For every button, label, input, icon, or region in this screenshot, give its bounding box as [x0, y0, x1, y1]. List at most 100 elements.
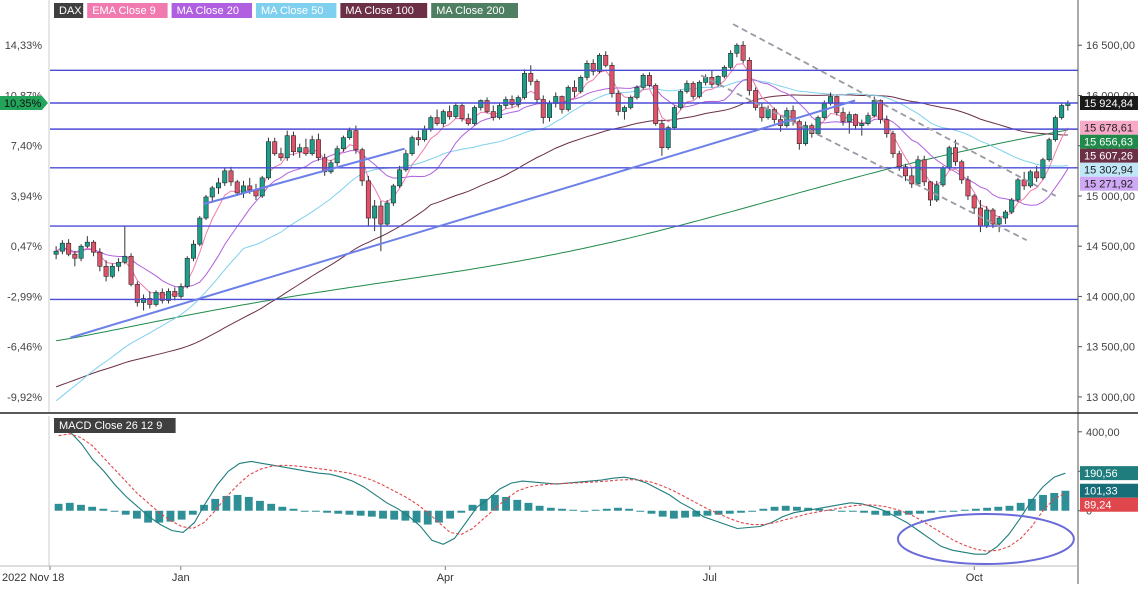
price-tag-label: 15 924,84: [1084, 98, 1133, 110]
percent-tick-label: -9,92%: [7, 392, 42, 404]
candle-up: [996, 217, 1002, 225]
macd-histogram-bar: [334, 510, 343, 514]
candle-down: [447, 111, 453, 117]
time-tick-label: Apr: [437, 572, 454, 584]
candle-up: [859, 123, 865, 126]
macd-histogram-bar: [658, 510, 667, 517]
macd-histogram-bar: [367, 510, 376, 517]
macd-histogram-bar: [289, 508, 298, 511]
candle-up: [515, 97, 521, 105]
candle-down: [921, 159, 927, 183]
percent-tick-label: 0,47%: [11, 241, 42, 253]
candle-up: [803, 125, 809, 144]
macd-histogram-bar: [412, 510, 421, 523]
drawn-lines-layer: [50, 23, 1078, 339]
macd-histogram-bar: [423, 510, 432, 525]
candle-down: [603, 54, 609, 66]
candle-up: [634, 87, 640, 98]
candle-up: [122, 255, 128, 263]
price-tick-label: 13 000,00: [1086, 392, 1135, 404]
candle-up: [397, 169, 403, 187]
candle-up: [1009, 199, 1015, 213]
candle-up: [422, 129, 428, 140]
candle-down: [740, 44, 746, 61]
candle-down: [609, 65, 615, 94]
macd-histogram-bar: [546, 507, 555, 511]
macd-histogram-bar: [65, 502, 74, 511]
candle-up: [216, 182, 221, 189]
macd-histogram-bar: [300, 510, 309, 512]
macd-histogram-bar: [580, 510, 589, 512]
macd-histogram-bar: [311, 510, 320, 512]
candle-up: [715, 76, 721, 85]
candle-down: [884, 119, 890, 134]
candle-up: [191, 243, 197, 259]
macd-histogram-bar: [188, 510, 197, 515]
legend-layer[interactable]: DAX EMA Close 9 MA Close 20 MA Close 50 MA C…: [54, 3, 518, 433]
macd-histogram-bar: [960, 509, 969, 511]
candle-up: [472, 107, 478, 124]
candle-down: [796, 121, 802, 144]
candle-up: [915, 159, 921, 185]
legend-label: EMA Close 9: [92, 5, 156, 17]
candle-down: [965, 179, 971, 197]
candle-down: [853, 114, 859, 126]
macd-histogram-bar: [871, 510, 880, 515]
legend-item[interactable]: MA Close 200: [431, 3, 518, 18]
candle-up: [84, 241, 90, 247]
macd-histogram-bar: [893, 510, 902, 516]
candle-up: [934, 184, 940, 201]
price-tick-label: 16 500,00: [1086, 40, 1135, 52]
legend-item[interactable]: MA Close 100: [340, 3, 428, 18]
macd-price-tag-label: 101,33: [1084, 486, 1118, 498]
candle-up: [334, 148, 340, 164]
macd-histogram-bar: [356, 510, 365, 516]
macd-histogram-bar: [1061, 490, 1070, 511]
macd-histogram-bar: [748, 510, 757, 512]
macd-legend-item[interactable]: MACD Close 26 12 9: [54, 418, 176, 433]
legend-item[interactable]: DAX: [54, 3, 84, 18]
candle-up: [621, 107, 627, 112]
percent-tick-label: -2,99%: [7, 291, 42, 303]
percent-tick-label: -6,46%: [7, 342, 42, 354]
candle-down: [540, 99, 546, 118]
candle-down: [484, 100, 490, 112]
macd-histogram-bar: [1039, 494, 1047, 511]
candle-down: [590, 63, 596, 72]
macd-price-tag-label: 89,24: [1084, 500, 1112, 512]
legend-item[interactable]: MA Close 20: [171, 3, 252, 18]
percent-tick-label: 7,40%: [11, 141, 42, 153]
percent-tick-label: 14,33%: [5, 40, 43, 52]
macd-tick-label: 400,00: [1086, 427, 1120, 439]
legend-item[interactable]: EMA Close 9: [87, 3, 168, 18]
macd-histogram-bar: [770, 506, 779, 511]
price-tag: [1080, 96, 1138, 110]
candle-up: [78, 245, 84, 259]
candle-up: [696, 82, 702, 97]
legend-item[interactable]: MA Close 50: [256, 3, 337, 18]
candle-down: [459, 105, 465, 119]
macd-histogram-bar: [725, 510, 734, 514]
candle-up: [409, 137, 415, 155]
macd-ellipse-annotation: [896, 513, 1075, 565]
macd-histogram-bar: [99, 508, 108, 511]
candle-up: [522, 73, 528, 98]
macd-histogram-bar: [1005, 505, 1014, 511]
price-tag: [1080, 162, 1138, 177]
macd-histogram-bar: [625, 508, 634, 511]
macd-histogram-bar: [524, 502, 533, 511]
macd-layer: [54, 429, 1075, 565]
candle-up: [403, 153, 409, 171]
candle-down: [434, 117, 440, 124]
candle-up: [478, 100, 484, 108]
price-tag: [1080, 176, 1138, 191]
candle-up: [453, 105, 459, 117]
macd-price-tag: [1080, 497, 1138, 512]
candle-down: [97, 251, 103, 267]
macd-histogram-bar: [77, 504, 85, 511]
candle-down: [228, 170, 234, 183]
current-percent-label: 10,35%: [4, 98, 42, 110]
current-percent-marker: [0, 96, 48, 110]
candle-up: [1002, 211, 1008, 219]
candle-down: [509, 99, 515, 105]
